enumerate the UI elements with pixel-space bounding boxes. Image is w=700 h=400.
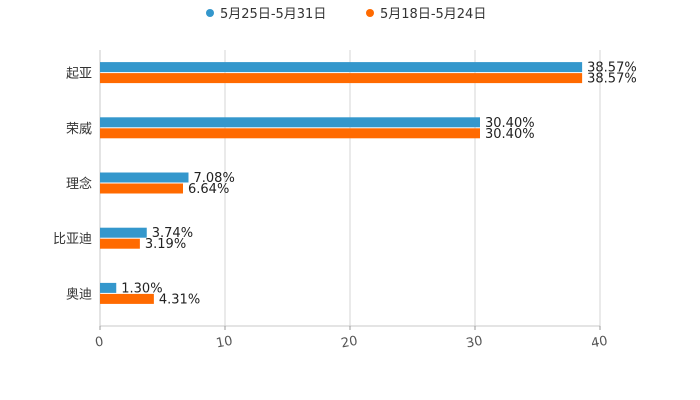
bar-series-2 [100, 293, 154, 304]
data-label: 4.31% [159, 292, 200, 307]
legend-marker [366, 9, 374, 17]
data-label: 1.30% [121, 281, 162, 296]
x-tick-label: 0 [94, 334, 105, 350]
bar-series-1 [100, 117, 480, 128]
category-label: 比亚迪 [53, 232, 92, 247]
category-label: 奥迪 [66, 287, 92, 302]
data-label: 38.57% [587, 72, 637, 87]
bar-series-2 [100, 238, 140, 249]
x-tick-label: 30 [465, 334, 484, 352]
category-label: 理念 [66, 176, 92, 192]
legend-marker [206, 9, 214, 17]
legend-label[interactable]: 5月25日-5月31日 [220, 7, 326, 22]
bar-series-2 [100, 183, 183, 194]
bar-series-1 [100, 227, 147, 238]
data-label: 7.08% [194, 171, 235, 186]
category-label: 起亚 [66, 67, 92, 82]
bar-series-1 [100, 62, 583, 73]
bar-series-1 [100, 172, 189, 183]
data-label: 30.40% [485, 116, 535, 131]
x-tick-label: 20 [340, 334, 359, 352]
category-label: 荣威 [66, 122, 92, 137]
data-label: 6.64% [188, 182, 229, 197]
data-label: 38.57% [587, 61, 637, 76]
bar-series-2 [100, 128, 480, 139]
bar-series-2 [100, 73, 583, 84]
data-label: 30.40% [485, 127, 535, 142]
x-tick-label: 40 [590, 334, 609, 352]
bar-series-1 [100, 282, 117, 293]
x-tick-label: 10 [215, 334, 234, 352]
data-label: 3.74% [152, 226, 193, 241]
data-label: 3.19% [145, 237, 186, 252]
legend-label[interactable]: 5月18日-5月24日 [380, 7, 486, 22]
